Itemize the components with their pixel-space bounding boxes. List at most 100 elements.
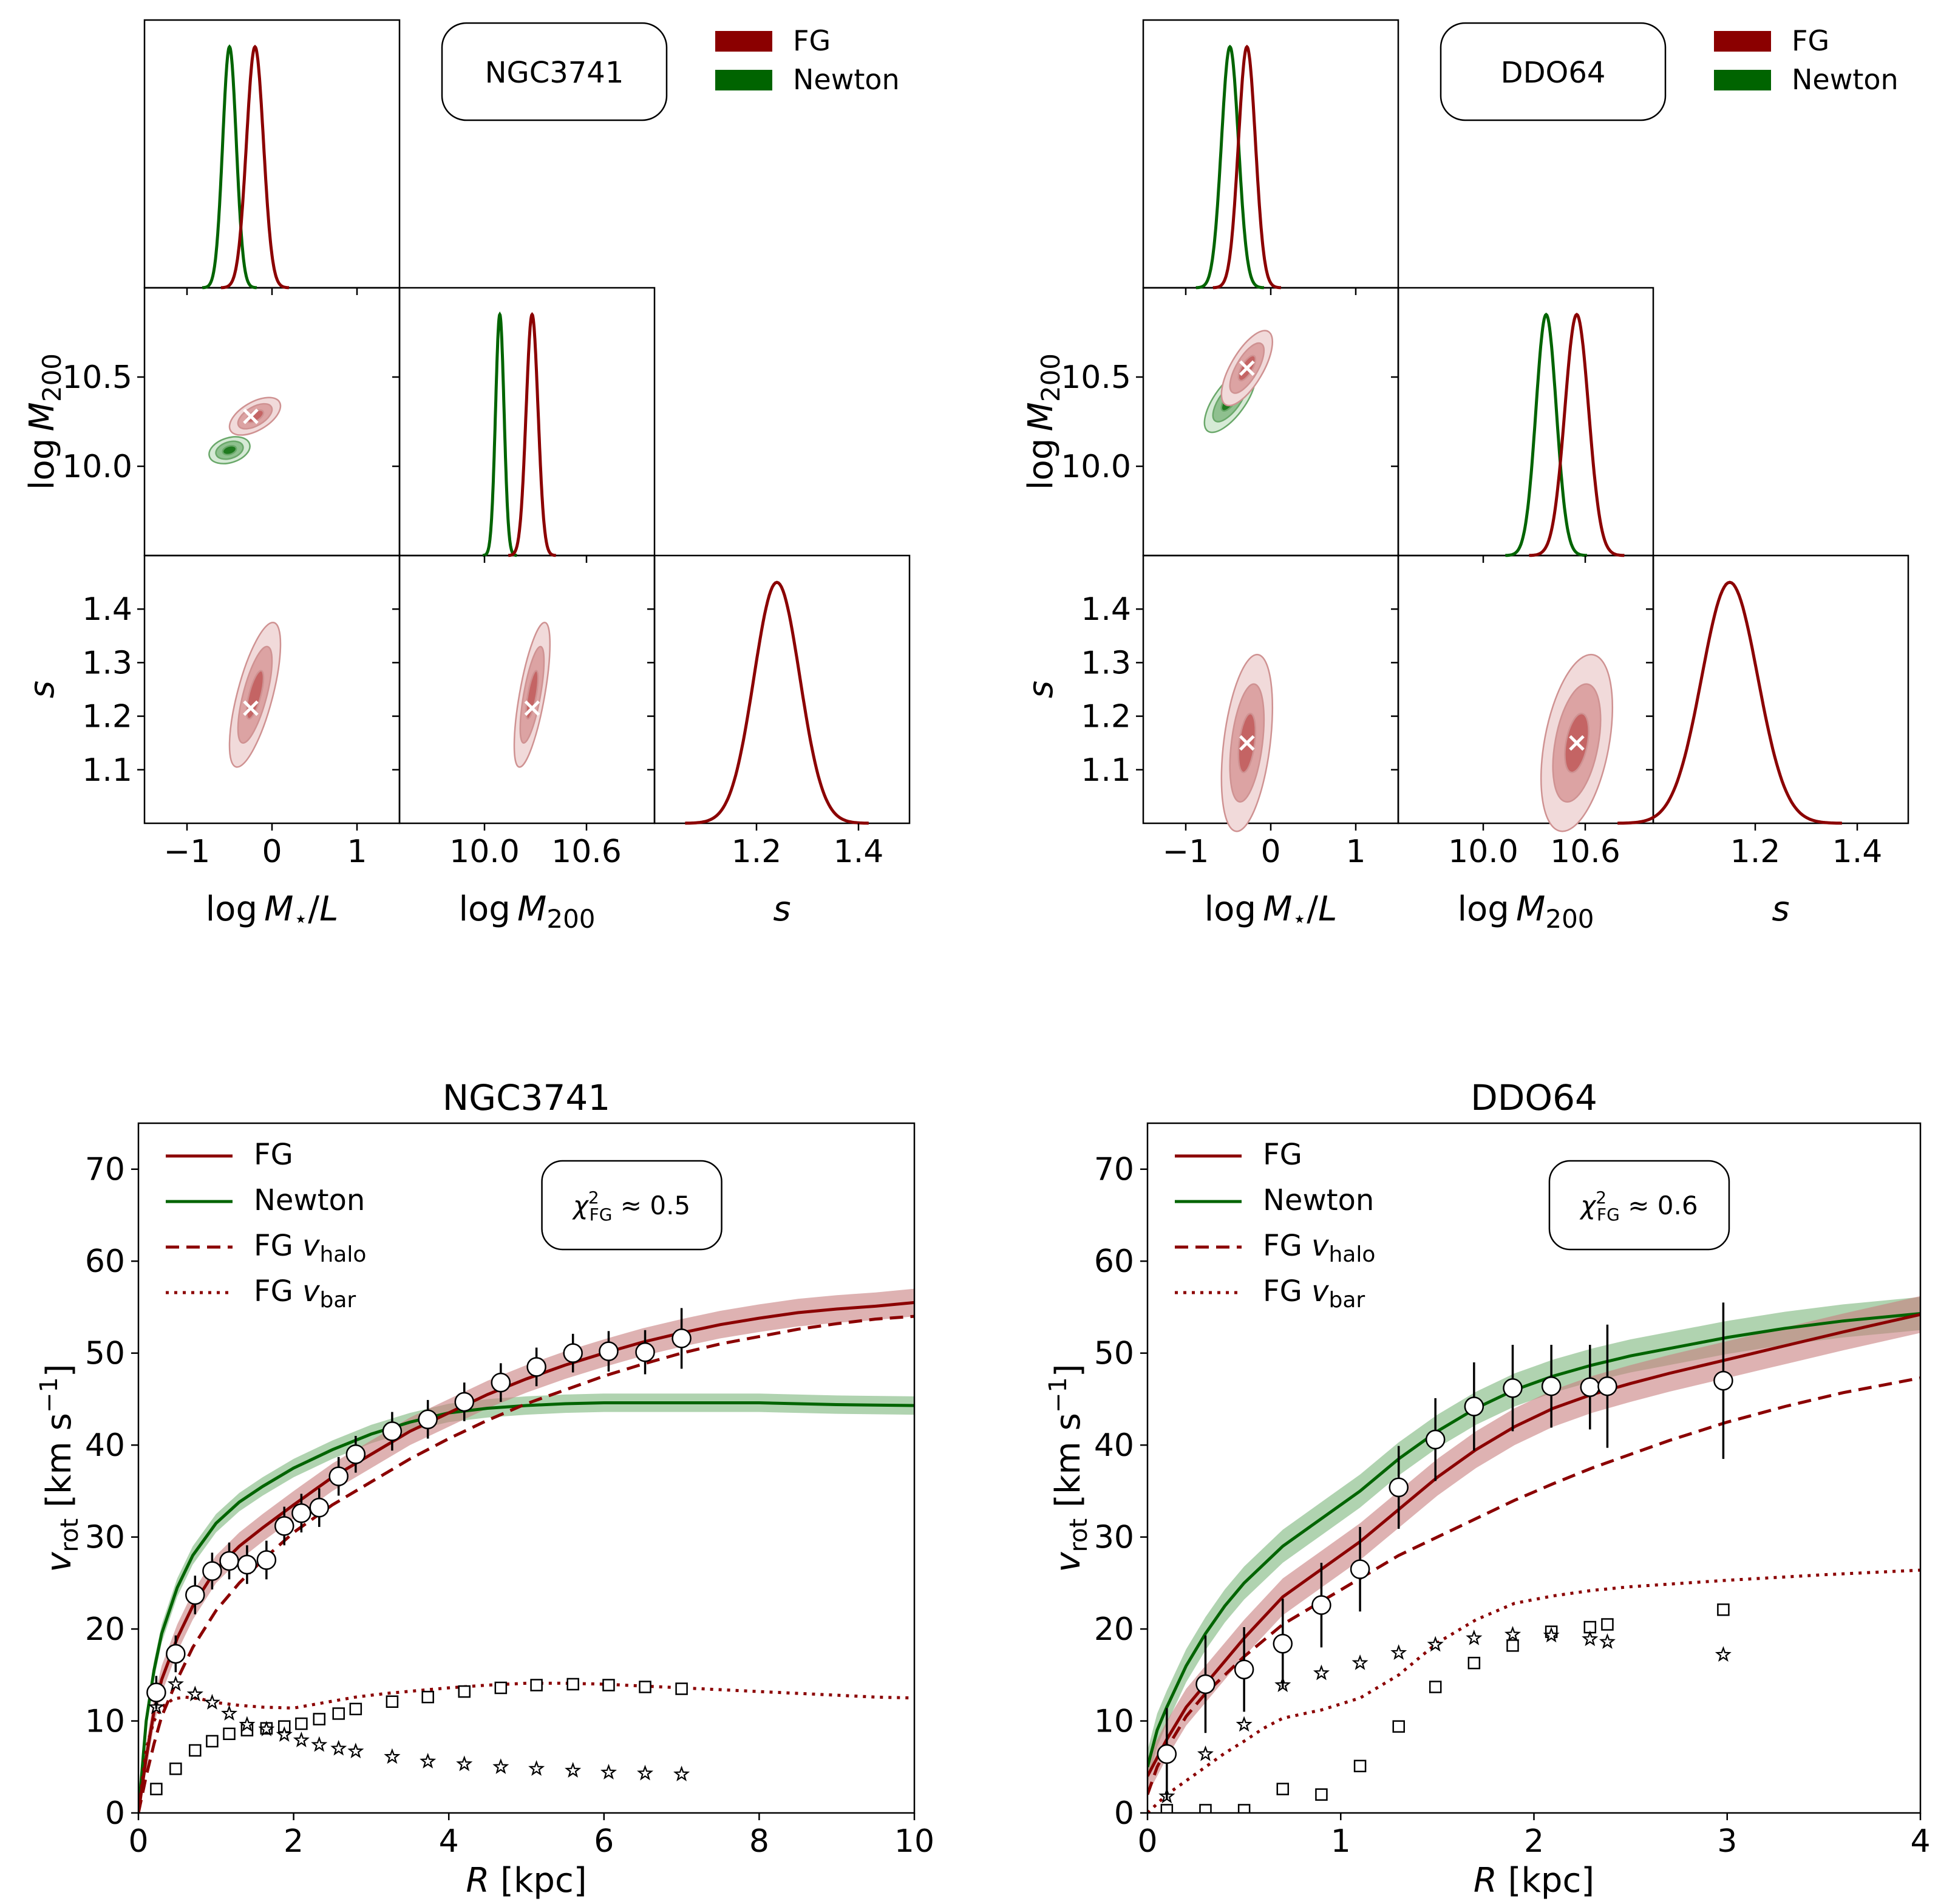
galaxy-label-box [1440,22,1667,121]
legend-label-2: FG vhalo [1263,1229,1375,1267]
observed-point [382,1421,403,1441]
x-tick-label: 3 [1717,1823,1737,1860]
text-part: M [257,889,294,929]
v-gas-square [332,1707,345,1720]
v-gas-square [1506,1639,1519,1652]
x-tick-label: 1 [347,834,367,870]
observed-point [1580,1377,1600,1397]
text-part: halo [1328,1242,1375,1267]
v-disk-star [311,1736,328,1752]
text-part: ≈ 0.5 [612,1191,690,1220]
v-gas-square [1353,1759,1367,1773]
text-part: −1 [35,1377,63,1413]
curve-fg_vhalo [1148,1376,1920,1795]
text-part: [km s [1049,1413,1088,1518]
v-gas-square [1237,1804,1251,1813]
observed-point [202,1561,222,1581]
observed-point [1273,1634,1293,1654]
observed-point [491,1372,511,1393]
v-disk-star [1313,1664,1330,1681]
legend-swatch-fg [1714,31,1771,52]
v-gas-square [169,1763,182,1775]
observed-point [635,1342,655,1362]
v-gas-square [566,1678,579,1691]
observed-point [1541,1376,1562,1396]
galaxy-label: NGC3741 [485,56,624,90]
text-part: log [458,889,510,929]
v-disk-star [1236,1716,1253,1732]
y-axis-label-logm200: log M200 [22,353,67,490]
observed-point [1389,1477,1409,1498]
x-axis-label: R [kpc] [1474,1861,1594,1900]
observed-point [1234,1659,1254,1679]
text-part: R [1474,1861,1497,1900]
band-fg [138,1288,914,1813]
observed-point [237,1554,257,1575]
x-tick-label: 10 [894,1823,934,1860]
text-part: 200 [546,904,595,934]
v-disk-star [347,1742,364,1759]
chi2-box [541,1160,722,1251]
text-part: v [1311,1274,1329,1308]
legend-swatch-newton [715,70,772,90]
legend-label-newton: Newton [1792,63,1899,96]
legend-label-2: FG vhalo [254,1229,366,1267]
observed-point [526,1357,546,1377]
chi2-box [1548,1160,1730,1251]
y-axis-label: vrot [km s−1] [35,1364,84,1572]
y-tick-label: 1.1 [82,752,132,789]
band-newton [1148,1297,1920,1784]
y-tick-label: 10 [85,1704,125,1740]
band-newton [138,1393,914,1813]
legend-label-0: FG [1263,1138,1302,1172]
x-axis-label-logm200: log M200 [1457,889,1594,934]
v-disk-star [1197,1745,1214,1761]
galaxy-label-box [441,22,668,121]
x-tick-label: −1 [164,834,211,870]
x-tick-label: 6 [594,1823,614,1860]
v-disk-star [1582,1630,1599,1647]
best-fit-marker [1239,360,1255,376]
text-part: FG [254,1274,302,1308]
best-fit-marker [524,700,540,716]
v-disk-star [565,1762,582,1778]
observed-point [1503,1378,1523,1398]
y-tick-label: 10.0 [1061,449,1131,485]
text-part: 2 [588,1188,599,1208]
v-disk-star [258,1720,275,1736]
y-tick-label: 30 [85,1520,125,1556]
y-tick-label: 50 [85,1336,125,1372]
v-disk-star [456,1755,473,1772]
v-gas-square [1601,1618,1614,1631]
v-gas-square [1160,1804,1174,1813]
y-tick-label: 0 [105,1795,125,1832]
posterior-logM200-newton [1505,312,1588,557]
v-disk-star [492,1758,509,1774]
v-gas-square [458,1685,471,1698]
y-tick-label: 20 [1094,1611,1134,1648]
posterior-s-fg [685,580,869,825]
text-part: rot [1065,1518,1093,1552]
v-gas-square [1199,1804,1212,1813]
x-tick-label: 10.0 [449,834,520,870]
x-tick-label: 0 [1137,1823,1157,1860]
legend-label-3: FG vbar [1263,1274,1365,1313]
text-part: log [206,889,257,929]
observed-point [672,1328,692,1348]
x-tick-label: 0 [1260,834,1280,870]
posterior-logML-fg [1212,44,1282,290]
curve-newton [1148,1312,1920,1767]
v-gas-square [1276,1783,1290,1795]
text-part: FG [254,1138,293,1172]
text-part: FG [1263,1274,1311,1308]
text-part: χ [572,1191,590,1220]
observed-point [309,1497,330,1518]
galaxy-label: DDO64 [1501,56,1606,90]
curve-fg_vbar [138,1681,914,1813]
text-part: v [1311,1229,1329,1263]
y-tick-label: 10 [1094,1704,1134,1740]
y-axis-label-s: s [22,681,62,698]
legend-label-1: Newton [1263,1183,1374,1217]
v-disk-star [1352,1654,1368,1670]
